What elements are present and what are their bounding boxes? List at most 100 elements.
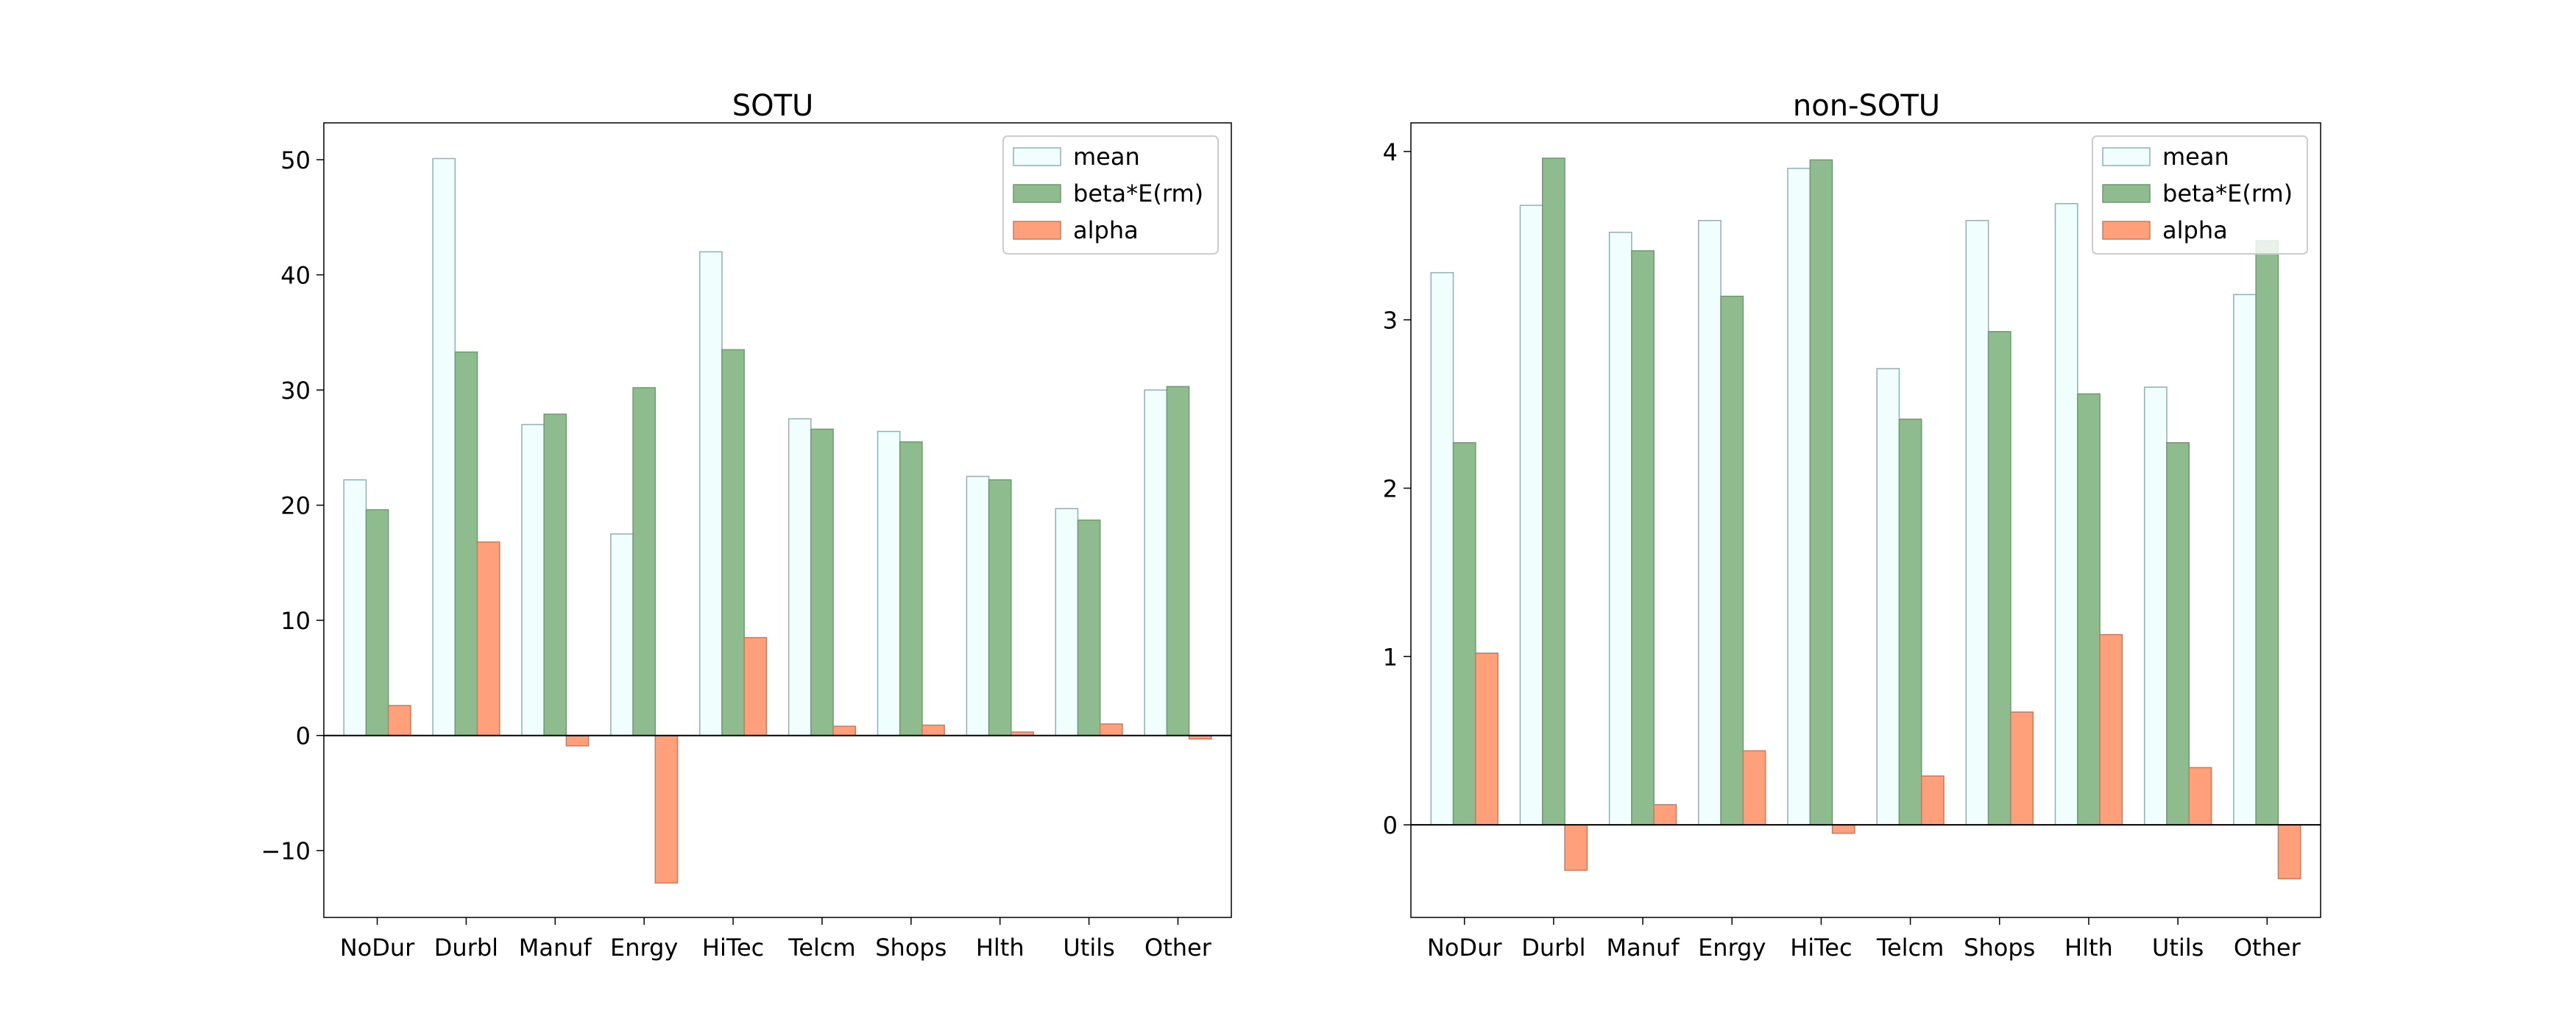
y-tick-label: 20 bbox=[280, 492, 311, 520]
legend-label-mean: mean bbox=[1073, 143, 1140, 171]
bar-mean-other bbox=[1144, 389, 1168, 736]
bar-mean-hlth bbox=[2054, 203, 2078, 825]
bar-alpha-manuf bbox=[1653, 803, 1677, 825]
bar-alpha-telcm bbox=[832, 725, 857, 736]
legend-swatch-alpha bbox=[2102, 221, 2151, 240]
bar-beta-e-rm--nodur bbox=[365, 509, 389, 736]
bar-alpha-hlth bbox=[2099, 633, 2123, 825]
bar-mean-enrgy bbox=[1698, 219, 1722, 825]
bar-alpha-hitec bbox=[1831, 824, 1855, 834]
bar-mean-durbl bbox=[432, 157, 456, 736]
y-tick-label: −10 bbox=[261, 837, 311, 865]
y-tick-label: 2 bbox=[1383, 475, 1398, 503]
bar-alpha-manuf bbox=[565, 734, 590, 747]
bar-mean-hitec bbox=[698, 251, 723, 736]
x-tick-label: Telcm bbox=[788, 934, 855, 962]
bar-mean-shops bbox=[877, 430, 901, 736]
y-tick-label: 0 bbox=[296, 722, 311, 750]
bar-alpha-enrgy bbox=[654, 734, 679, 884]
y-tick-label: 50 bbox=[280, 146, 311, 174]
chart-panel-non-sotu: non-SOTU 0 1 2 3 4 NoDur Durbl Manuf Enrgy HiTec T… bbox=[1383, 89, 2321, 962]
bar-beta-e-rm--telcm bbox=[810, 428, 834, 736]
bar-beta-e-rm--hitec bbox=[721, 349, 745, 736]
plot-frame bbox=[1410, 122, 2321, 918]
bar-beta-e-rm--hitec bbox=[1809, 159, 1833, 825]
bar-mean-durbl bbox=[1519, 205, 1543, 825]
x-tick-label: NoDur bbox=[1427, 934, 1502, 962]
bar-beta-e-rm--other bbox=[2255, 240, 2279, 825]
bar-alpha-durbl bbox=[1564, 824, 1588, 871]
bar-mean-telcm bbox=[788, 418, 812, 736]
bar-alpha-enrgy bbox=[1742, 750, 1766, 825]
bar-beta-e-rm--durbl bbox=[454, 351, 478, 736]
x-tick-label: Other bbox=[2234, 934, 2301, 962]
bar-beta-e-rm--nodur bbox=[1452, 442, 1476, 825]
x-tick-label: Durbl bbox=[1521, 934, 1585, 962]
bar-mean-enrgy bbox=[610, 533, 634, 736]
legend-label-alpha: alpha bbox=[2162, 216, 2228, 244]
x-tick-label: Shops bbox=[1964, 934, 2035, 962]
bar-mean-manuf bbox=[521, 424, 545, 736]
y-tick-label: 10 bbox=[280, 607, 311, 635]
bar-alpha-utils bbox=[2188, 767, 2212, 825]
bar-beta-e-rm--durbl bbox=[1541, 157, 1565, 825]
bar-alpha-telcm bbox=[1920, 775, 1945, 825]
x-tick-label: Utils bbox=[1063, 934, 1114, 962]
x-tick-label: Hlth bbox=[976, 934, 1025, 962]
legend-label-beta: beta*E(rm) bbox=[1073, 180, 1203, 207]
x-tick-label: Other bbox=[1144, 934, 1212, 962]
legend-label-alpha: alpha bbox=[1073, 216, 1139, 244]
y-tick-label: 4 bbox=[1383, 138, 1398, 166]
bar-alpha-other bbox=[2277, 824, 2301, 880]
x-tick-label: Telcm bbox=[1876, 934, 1944, 962]
bar-beta-e-rm--shops bbox=[899, 441, 923, 736]
chart-title: non-SOTU bbox=[1793, 89, 1940, 123]
legend-swatch-beta bbox=[1013, 184, 1061, 203]
bar-mean-telcm bbox=[1876, 368, 1900, 825]
legend-swatch-alpha bbox=[1013, 221, 1061, 240]
bar-beta-e-rm--hlth bbox=[2077, 393, 2101, 825]
x-tick-label: HiTec bbox=[1790, 934, 1852, 962]
bar-mean-other bbox=[2233, 294, 2257, 825]
bar-beta-e-rm--hlth bbox=[988, 479, 1012, 736]
legend-swatch-mean bbox=[1013, 147, 1061, 166]
legend-swatch-beta bbox=[2102, 184, 2151, 203]
x-tick-label: Hlth bbox=[2064, 934, 2113, 962]
legend: mean beta*E(rm) alpha bbox=[1002, 135, 1219, 255]
chart-panel-sotu: SOTU −10 0 10 20 30 40 50 NoDur Durbl Manuf Enrgy H… bbox=[261, 89, 1232, 962]
y-tick-label: 30 bbox=[280, 377, 311, 405]
x-tick-label: Utils bbox=[2152, 934, 2204, 962]
x-tick-label: Shops bbox=[875, 934, 946, 962]
x-tick-label: Enrgy bbox=[610, 934, 678, 962]
x-tick-label: HiTec bbox=[702, 934, 764, 962]
y-tick-label: 40 bbox=[280, 262, 311, 290]
bar-beta-e-rm--other bbox=[1166, 386, 1190, 736]
legend: mean beta*E(rm) alpha bbox=[2092, 135, 2308, 255]
bar-alpha-nodur bbox=[387, 705, 411, 736]
bar-alpha-shops bbox=[921, 724, 945, 736]
bar-beta-e-rm--utils bbox=[2166, 442, 2190, 825]
bar-mean-utils bbox=[2143, 386, 2168, 825]
bar-beta-e-rm--enrgy bbox=[632, 387, 657, 736]
bar-beta-e-rm--manuf bbox=[1631, 250, 1655, 825]
bar-alpha-shops bbox=[2010, 711, 2034, 825]
bar-beta-e-rm--shops bbox=[1987, 330, 2011, 825]
legend-label-beta: beta*E(rm) bbox=[2162, 180, 2293, 207]
bar-alpha-hitec bbox=[743, 636, 768, 736]
bar-beta-e-rm--utils bbox=[1077, 519, 1101, 736]
bar-alpha-durbl bbox=[476, 541, 500, 736]
bar-mean-nodur bbox=[343, 479, 367, 736]
x-tick-label: Enrgy bbox=[1698, 934, 1766, 962]
y-tick-label: 1 bbox=[1383, 643, 1398, 671]
bar-alpha-nodur bbox=[1475, 653, 1498, 825]
plot-frame bbox=[323, 122, 1232, 918]
y-tick-label: 3 bbox=[1383, 307, 1398, 335]
bar-mean-manuf bbox=[1608, 231, 1632, 825]
x-tick-label: Durbl bbox=[434, 934, 498, 962]
bar-mean-utils bbox=[1055, 508, 1079, 736]
bar-beta-e-rm--enrgy bbox=[1720, 295, 1744, 825]
bar-mean-hlth bbox=[966, 475, 990, 736]
bar-beta-e-rm--telcm bbox=[1898, 418, 1922, 825]
chart-title: SOTU bbox=[732, 89, 814, 123]
